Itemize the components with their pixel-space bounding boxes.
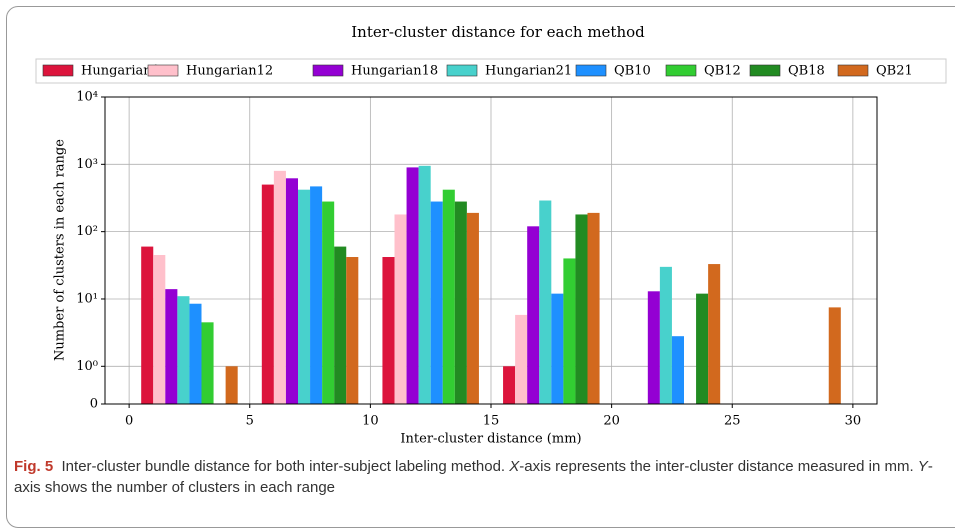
bar xyxy=(551,293,564,404)
chart: Inter-cluster distance for each method I… xyxy=(35,23,947,447)
bar xyxy=(430,201,443,404)
caption-text: Y xyxy=(917,458,928,475)
legend-swatch xyxy=(312,64,344,77)
bar xyxy=(177,296,190,404)
bar xyxy=(659,266,672,404)
legend-label: QB10 xyxy=(614,64,651,79)
bar xyxy=(346,257,359,404)
bar xyxy=(442,189,455,404)
legend-swatch xyxy=(665,64,697,77)
bar xyxy=(454,201,467,404)
y-tick-label: 10² xyxy=(76,224,98,239)
y-tick-label: 10³ xyxy=(76,157,98,172)
y-tick-label: 10¹ xyxy=(76,291,98,306)
chart-title: Inter-cluster distance for each method xyxy=(351,23,645,41)
x-tick-label: 30 xyxy=(845,414,862,429)
legend-label: Hungarian10 xyxy=(81,64,168,79)
caption-text: -axis shows the number of clusters in ea… xyxy=(14,458,933,496)
x-tick-label: 25 xyxy=(724,414,741,429)
bar xyxy=(225,366,238,404)
y-tick-label: 10⁰ xyxy=(76,359,98,374)
caption-text: -axis represents the inter-cluster dista… xyxy=(519,458,918,475)
bar xyxy=(165,289,178,404)
bar xyxy=(539,200,552,404)
legend-swatch xyxy=(837,64,869,77)
bar xyxy=(406,167,419,404)
bar xyxy=(647,291,660,404)
y-tick-label: 10⁴ xyxy=(76,90,98,105)
bar xyxy=(708,264,721,404)
legend-swatch xyxy=(42,64,74,77)
bar xyxy=(563,258,576,404)
legend-label: Hungarian12 xyxy=(186,64,273,79)
caption-text: Inter-cluster bundle distance for both i… xyxy=(61,458,510,475)
bar xyxy=(828,307,841,404)
bar xyxy=(273,170,286,404)
bar xyxy=(587,212,600,404)
bar xyxy=(394,214,407,404)
legend-label: Hungarian21 xyxy=(485,64,572,79)
x-tick-label: 0 xyxy=(125,414,133,429)
legend-box xyxy=(35,58,947,84)
legend-label: QB18 xyxy=(788,64,825,79)
x-tick-label: 15 xyxy=(483,414,500,429)
bar xyxy=(334,246,347,404)
bar xyxy=(153,254,166,404)
caption-text: X xyxy=(509,458,520,475)
bar xyxy=(503,366,516,404)
bar xyxy=(189,303,202,404)
y-axis-label: Number of clusters in each range xyxy=(53,139,68,361)
page: Inter-cluster distance for each method I… xyxy=(6,6,955,528)
caption-label: Fig. 5 xyxy=(14,458,54,475)
bar xyxy=(466,212,479,404)
bar xyxy=(575,214,588,404)
plot-frame xyxy=(104,96,878,405)
bar xyxy=(527,226,540,404)
y-tick-label: 0 xyxy=(90,397,98,412)
bar xyxy=(310,186,323,404)
bar xyxy=(285,178,298,404)
bar xyxy=(671,336,684,404)
bar xyxy=(382,257,395,404)
legend-swatch xyxy=(446,64,478,77)
x-tick-label: 20 xyxy=(603,414,620,429)
caption: Fig. 5 Inter-cluster bundle distance for… xyxy=(14,456,944,498)
legend-swatch xyxy=(147,64,179,77)
bar xyxy=(141,246,154,404)
legend-label: Hungarian18 xyxy=(351,64,438,79)
legend-label: QB21 xyxy=(876,64,913,79)
bar xyxy=(201,322,214,404)
legend-swatch xyxy=(575,64,607,77)
x-axis-label: Inter-cluster distance (mm) xyxy=(400,432,581,447)
bar xyxy=(418,165,431,404)
bar xyxy=(696,293,709,404)
x-tick-label: 5 xyxy=(246,414,254,429)
x-tick-label: 10 xyxy=(362,414,379,429)
legend-swatch xyxy=(749,64,781,77)
legend-label: QB12 xyxy=(704,64,741,79)
bar xyxy=(298,189,311,404)
bar xyxy=(261,184,274,404)
bar xyxy=(322,201,335,404)
bar xyxy=(515,314,528,404)
